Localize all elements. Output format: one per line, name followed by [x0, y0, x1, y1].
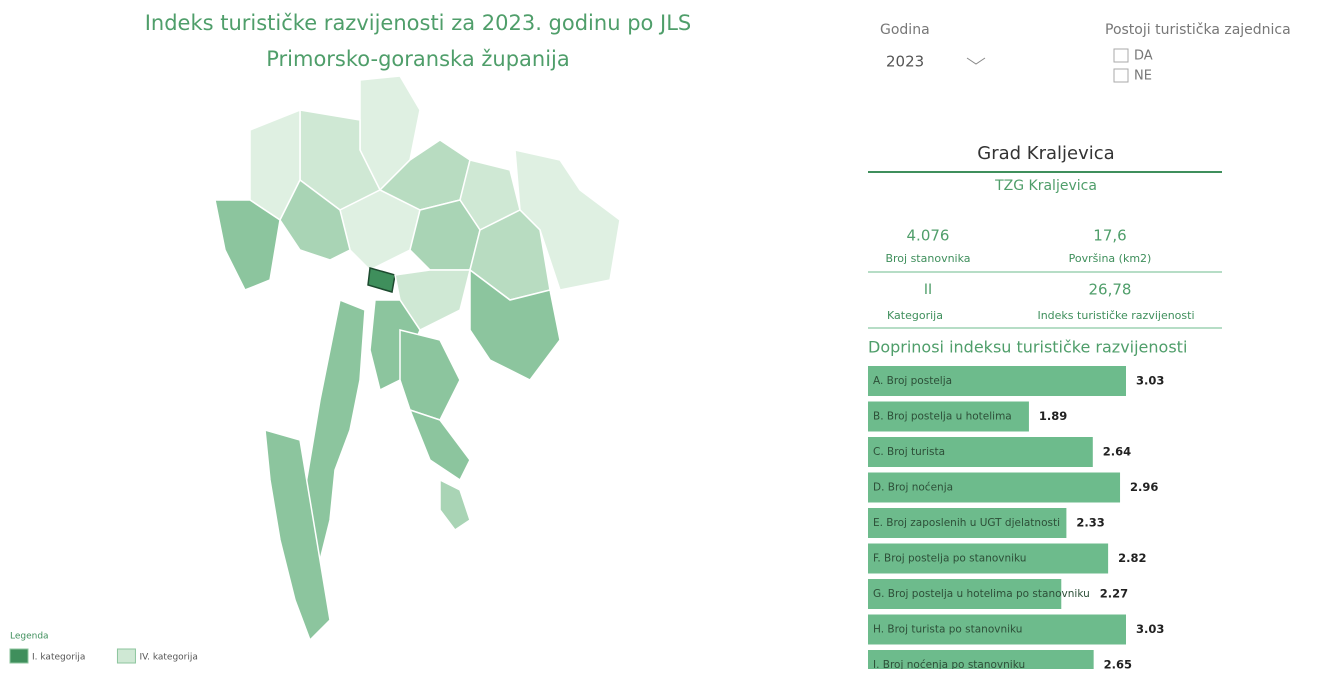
chart-title: Doprinosi indeksu turističke razvijenost… [868, 338, 1187, 357]
bar-category-label: D. Broj noćenja [873, 482, 953, 494]
tz-label: Postoji turistička zajednica [1105, 22, 1291, 38]
region-selected [367, 267, 396, 293]
bar-category-label: H. Broj turista po stanovniku [873, 624, 1022, 636]
stat-label: Kategorija [887, 309, 943, 322]
bar [868, 401, 1029, 432]
bar-category-label: B. Broj postelja u hotelima [873, 411, 1012, 423]
bar-value-label: 2.82 [1118, 551, 1146, 565]
stat-value: 17,6 [1093, 227, 1126, 245]
island [408, 408, 471, 482]
info-name: Grad Kraljevica [977, 143, 1114, 164]
legend-label: I. kategorija [32, 653, 85, 663]
bar [868, 543, 1109, 574]
bar [868, 650, 1094, 673]
stat-value: 4.076 [907, 227, 950, 245]
title: Indeks turističke razvijenosti za 2023. … [145, 11, 692, 35]
stat-value: II [924, 282, 932, 298]
year-label: Godina [880, 22, 930, 38]
bar-category-label: E. Broj zaposlenih u UGT djelatnosti [873, 517, 1060, 529]
region [469, 268, 561, 381]
stat-label: Broj stanovnika [885, 252, 970, 265]
bar-value-label: 2.96 [1130, 480, 1158, 494]
bar-category-label: F. Broj postelja po stanovniku [873, 553, 1026, 565]
bar-chart: A. Broj postelja 3.03 B. Broj postelja u h… [868, 366, 1164, 673]
region [279, 178, 351, 261]
island [399, 329, 461, 421]
bar-value-label: 3.03 [1136, 622, 1164, 636]
dropdown-arrow[interactable] [966, 57, 986, 65]
island [439, 478, 471, 532]
bar-category-label: A. Broj postelja [873, 375, 952, 387]
checkbox[interactable] [1113, 48, 1129, 63]
bar-category-label: G. Broj postelja u hotelima po stanovnik… [873, 588, 1090, 600]
bar [868, 366, 1126, 396]
bar-value-label: 2.33 [1076, 516, 1104, 530]
legend-swatch [9, 648, 29, 664]
island [264, 428, 331, 642]
checkbox-label: NE [1134, 69, 1152, 84]
bar [868, 614, 1126, 645]
bar-category-label: C. Broj turista [873, 446, 945, 458]
bar-value-label: 2.64 [1103, 445, 1131, 459]
bar-value-label: 1.89 [1039, 409, 1067, 423]
legend-label: IV. kategorija [139, 653, 197, 663]
bar [868, 472, 1121, 503]
bar [868, 437, 1093, 467]
checkbox-label: DA [1134, 49, 1153, 64]
bar-category-label: I. Broj noćenja po stanovniku [873, 659, 1025, 669]
info-tz: TZG Kraljevica [994, 178, 1097, 194]
stat-value: 26,78 [1089, 281, 1132, 299]
island [299, 298, 366, 563]
bar-value-label: 2.27 [1100, 587, 1128, 601]
bar [868, 579, 1062, 609]
subtitle: Primorsko-goranska županija [266, 47, 570, 71]
stat-label: Indeks turističke razvijenosti [1037, 309, 1194, 322]
year-select[interactable]: 2023 [886, 53, 924, 71]
legend: I. kategorija IV. kategorija [9, 648, 198, 664]
bar-value-label: 3.03 [1136, 374, 1164, 388]
map [214, 75, 621, 642]
bar-value-label: 2.65 [1104, 658, 1132, 670]
checkbox[interactable] [1113, 68, 1129, 83]
bar [868, 508, 1067, 538]
legend-title: Legenda [10, 632, 49, 642]
region [214, 199, 281, 291]
stat-label: Površina (km2) [1069, 252, 1152, 265]
legend-swatch [116, 648, 136, 664]
